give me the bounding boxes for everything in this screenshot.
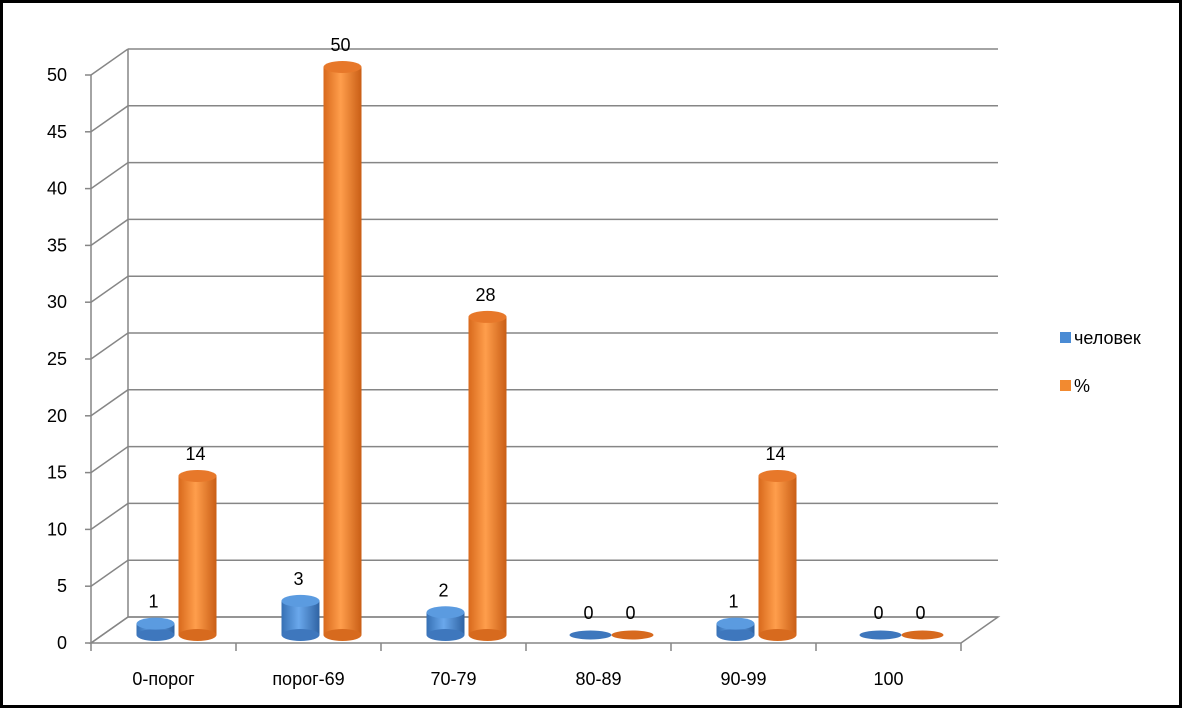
- chart-floor: [88, 616, 1001, 644]
- y-tick-label: 25: [47, 349, 67, 369]
- x-tick-label: порог-69: [272, 669, 344, 689]
- y-tick-label: 10: [47, 519, 67, 539]
- bar: [468, 316, 507, 635]
- y-tick-label: 35: [47, 235, 67, 255]
- bar-base: [178, 629, 217, 641]
- bar-base: [468, 629, 507, 641]
- bar: [758, 475, 797, 635]
- bar-zero: [569, 630, 612, 640]
- bar-top: [468, 310, 507, 323]
- gridline-diagonal: [90, 559, 129, 587]
- bar-top: [758, 469, 797, 482]
- data-label: 0: [873, 603, 883, 623]
- y-tick-label: 15: [47, 463, 67, 483]
- y-tick-label: 40: [47, 179, 67, 199]
- data-label: 3: [293, 569, 303, 589]
- data-label: 0: [625, 603, 635, 623]
- gridline-diagonal: [90, 218, 129, 247]
- bar-top: [716, 617, 755, 630]
- legend-label: %: [1074, 376, 1090, 396]
- bar-top: [136, 617, 175, 630]
- x-axis: 0-порог порог-69 70-79 80-89 90-99 100: [90, 643, 962, 689]
- gridline-diagonal: [90, 105, 129, 133]
- gridline-diagonal: [90, 275, 129, 303]
- gridline-diagonal: [90, 616, 129, 644]
- y-tick-label: 45: [47, 122, 67, 142]
- data-label: 1: [148, 592, 158, 612]
- data-label: 0: [915, 603, 925, 623]
- bar: [178, 475, 217, 635]
- gridline-diagonal: [90, 48, 129, 76]
- y-tick-label: 0: [57, 633, 67, 653]
- gridline-diagonal: [90, 502, 129, 531]
- y-tick-label: 50: [47, 65, 67, 85]
- legend-label: человек: [1074, 328, 1141, 348]
- bar-base: [426, 629, 465, 641]
- bar-base: [716, 629, 755, 641]
- x-tick-label: 80-89: [575, 669, 621, 689]
- bar-base: [323, 629, 362, 641]
- gridline-diagonal: [90, 332, 129, 360]
- data-labels: 1 3 2 0 1 0 14 50 28 0 14 0: [148, 35, 925, 623]
- legend: человек%: [1060, 328, 1141, 396]
- bar-base: [758, 629, 797, 641]
- legend-swatch: [1060, 332, 1071, 343]
- data-label: 50: [330, 35, 350, 55]
- bar-top: [323, 61, 362, 73]
- chart-walls: [88, 49, 1001, 644]
- gridline-diagonal: [90, 389, 129, 417]
- y-tick-label: 30: [47, 292, 67, 312]
- bar-zero: [611, 630, 654, 640]
- data-label: 1: [728, 592, 738, 612]
- bar-zero: [901, 630, 944, 640]
- bar-top: [281, 594, 320, 607]
- bar-top: [426, 606, 465, 619]
- x-tick-label: 0-порог: [132, 669, 195, 689]
- bar-zero: [859, 630, 902, 640]
- gridline-diagonal: [90, 445, 129, 474]
- bar: [323, 67, 362, 635]
- bar: [426, 612, 465, 635]
- gridlines: [90, 48, 998, 644]
- x-tick-label: 70-79: [430, 669, 476, 689]
- legend-swatch: [1060, 380, 1071, 391]
- bar-top: [178, 469, 217, 482]
- data-label: 14: [185, 444, 205, 464]
- bars: [136, 61, 944, 641]
- data-label: 28: [475, 285, 495, 305]
- x-tick-label: 90-99: [720, 669, 766, 689]
- data-label: 14: [765, 444, 785, 464]
- y-tick-label: 20: [47, 406, 67, 426]
- bar-base: [281, 629, 320, 641]
- bar-base: [136, 629, 175, 641]
- y-axis-ticks: 0 5 10 15 20 25 30 35 40 45 50: [47, 65, 91, 653]
- y-tick-label: 5: [57, 576, 67, 596]
- data-label: 0: [583, 603, 593, 623]
- x-tick-label: 100: [873, 669, 903, 689]
- data-label: 2: [438, 580, 448, 600]
- gridline-diagonal: [90, 161, 129, 190]
